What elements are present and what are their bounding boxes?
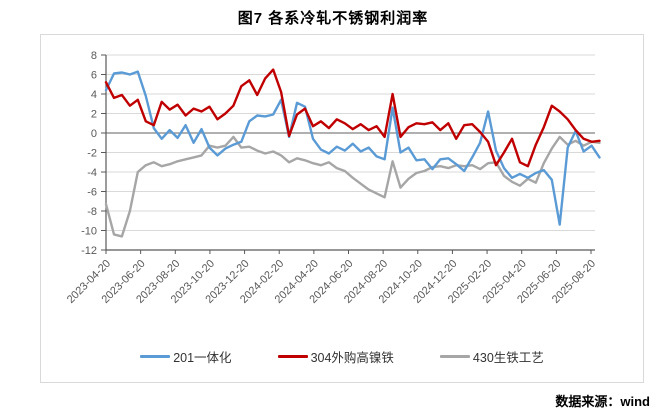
axes [101, 54, 595, 254]
gridlines [106, 54, 595, 231]
data-source-note: 数据来源：wind [555, 394, 650, 409]
chart-legend: 201一体化 304外购高镍铁 430生铁工艺 [41, 347, 643, 366]
legend-label: 304外购高镍铁 [310, 351, 394, 365]
chart-area: 2023-04-20 2023-06-20 2023-08-20 2023-10-20… [40, 34, 644, 383]
svg-text:-4: -4 [87, 167, 97, 179]
svg-text:8: 8 [91, 50, 97, 62]
series-lines [104, 68, 601, 238]
legend-item-201: 201一体化 [140, 347, 232, 366]
legend-line-swatch-blue [140, 355, 171, 358]
legend-label: 430生铁工艺 [472, 351, 544, 365]
svg-text:-10: -10 [81, 226, 97, 238]
series-line-1 [104, 68, 601, 168]
svg-text:-8: -8 [87, 206, 97, 218]
x-tick-labels: 2023-04-202023-06-202023-08-202023-10-20… [65, 258, 598, 306]
svg-text:0: 0 [91, 128, 97, 140]
svg-text:-12: -12 [81, 245, 97, 257]
line-chart-plot: 2023-04-202023-06-202023-08-202023-10-20… [65, 50, 601, 306]
legend-label: 201一体化 [173, 351, 232, 365]
svg-text:4: 4 [91, 89, 97, 101]
legend-item-430: 430生铁工艺 [439, 347, 544, 366]
page-title: 图7 各系冷轧不锈钢利润率 [237, 10, 429, 27]
svg-text:-6: -6 [87, 187, 97, 199]
svg-text:2: 2 [91, 109, 97, 121]
series-line-0 [104, 70, 601, 226]
svg-text:-2: -2 [87, 148, 97, 160]
svg-text:6: 6 [91, 70, 97, 82]
y-tick-labels: 8 6 4 2 0 -2 -4 -6 -8 -10 -12 [81, 50, 97, 257]
legend-line-swatch-gray [439, 355, 470, 358]
legend-line-swatch-red [277, 355, 308, 358]
series-line-2 [104, 135, 601, 238]
legend-item-304: 304外购高镍铁 [277, 347, 394, 366]
